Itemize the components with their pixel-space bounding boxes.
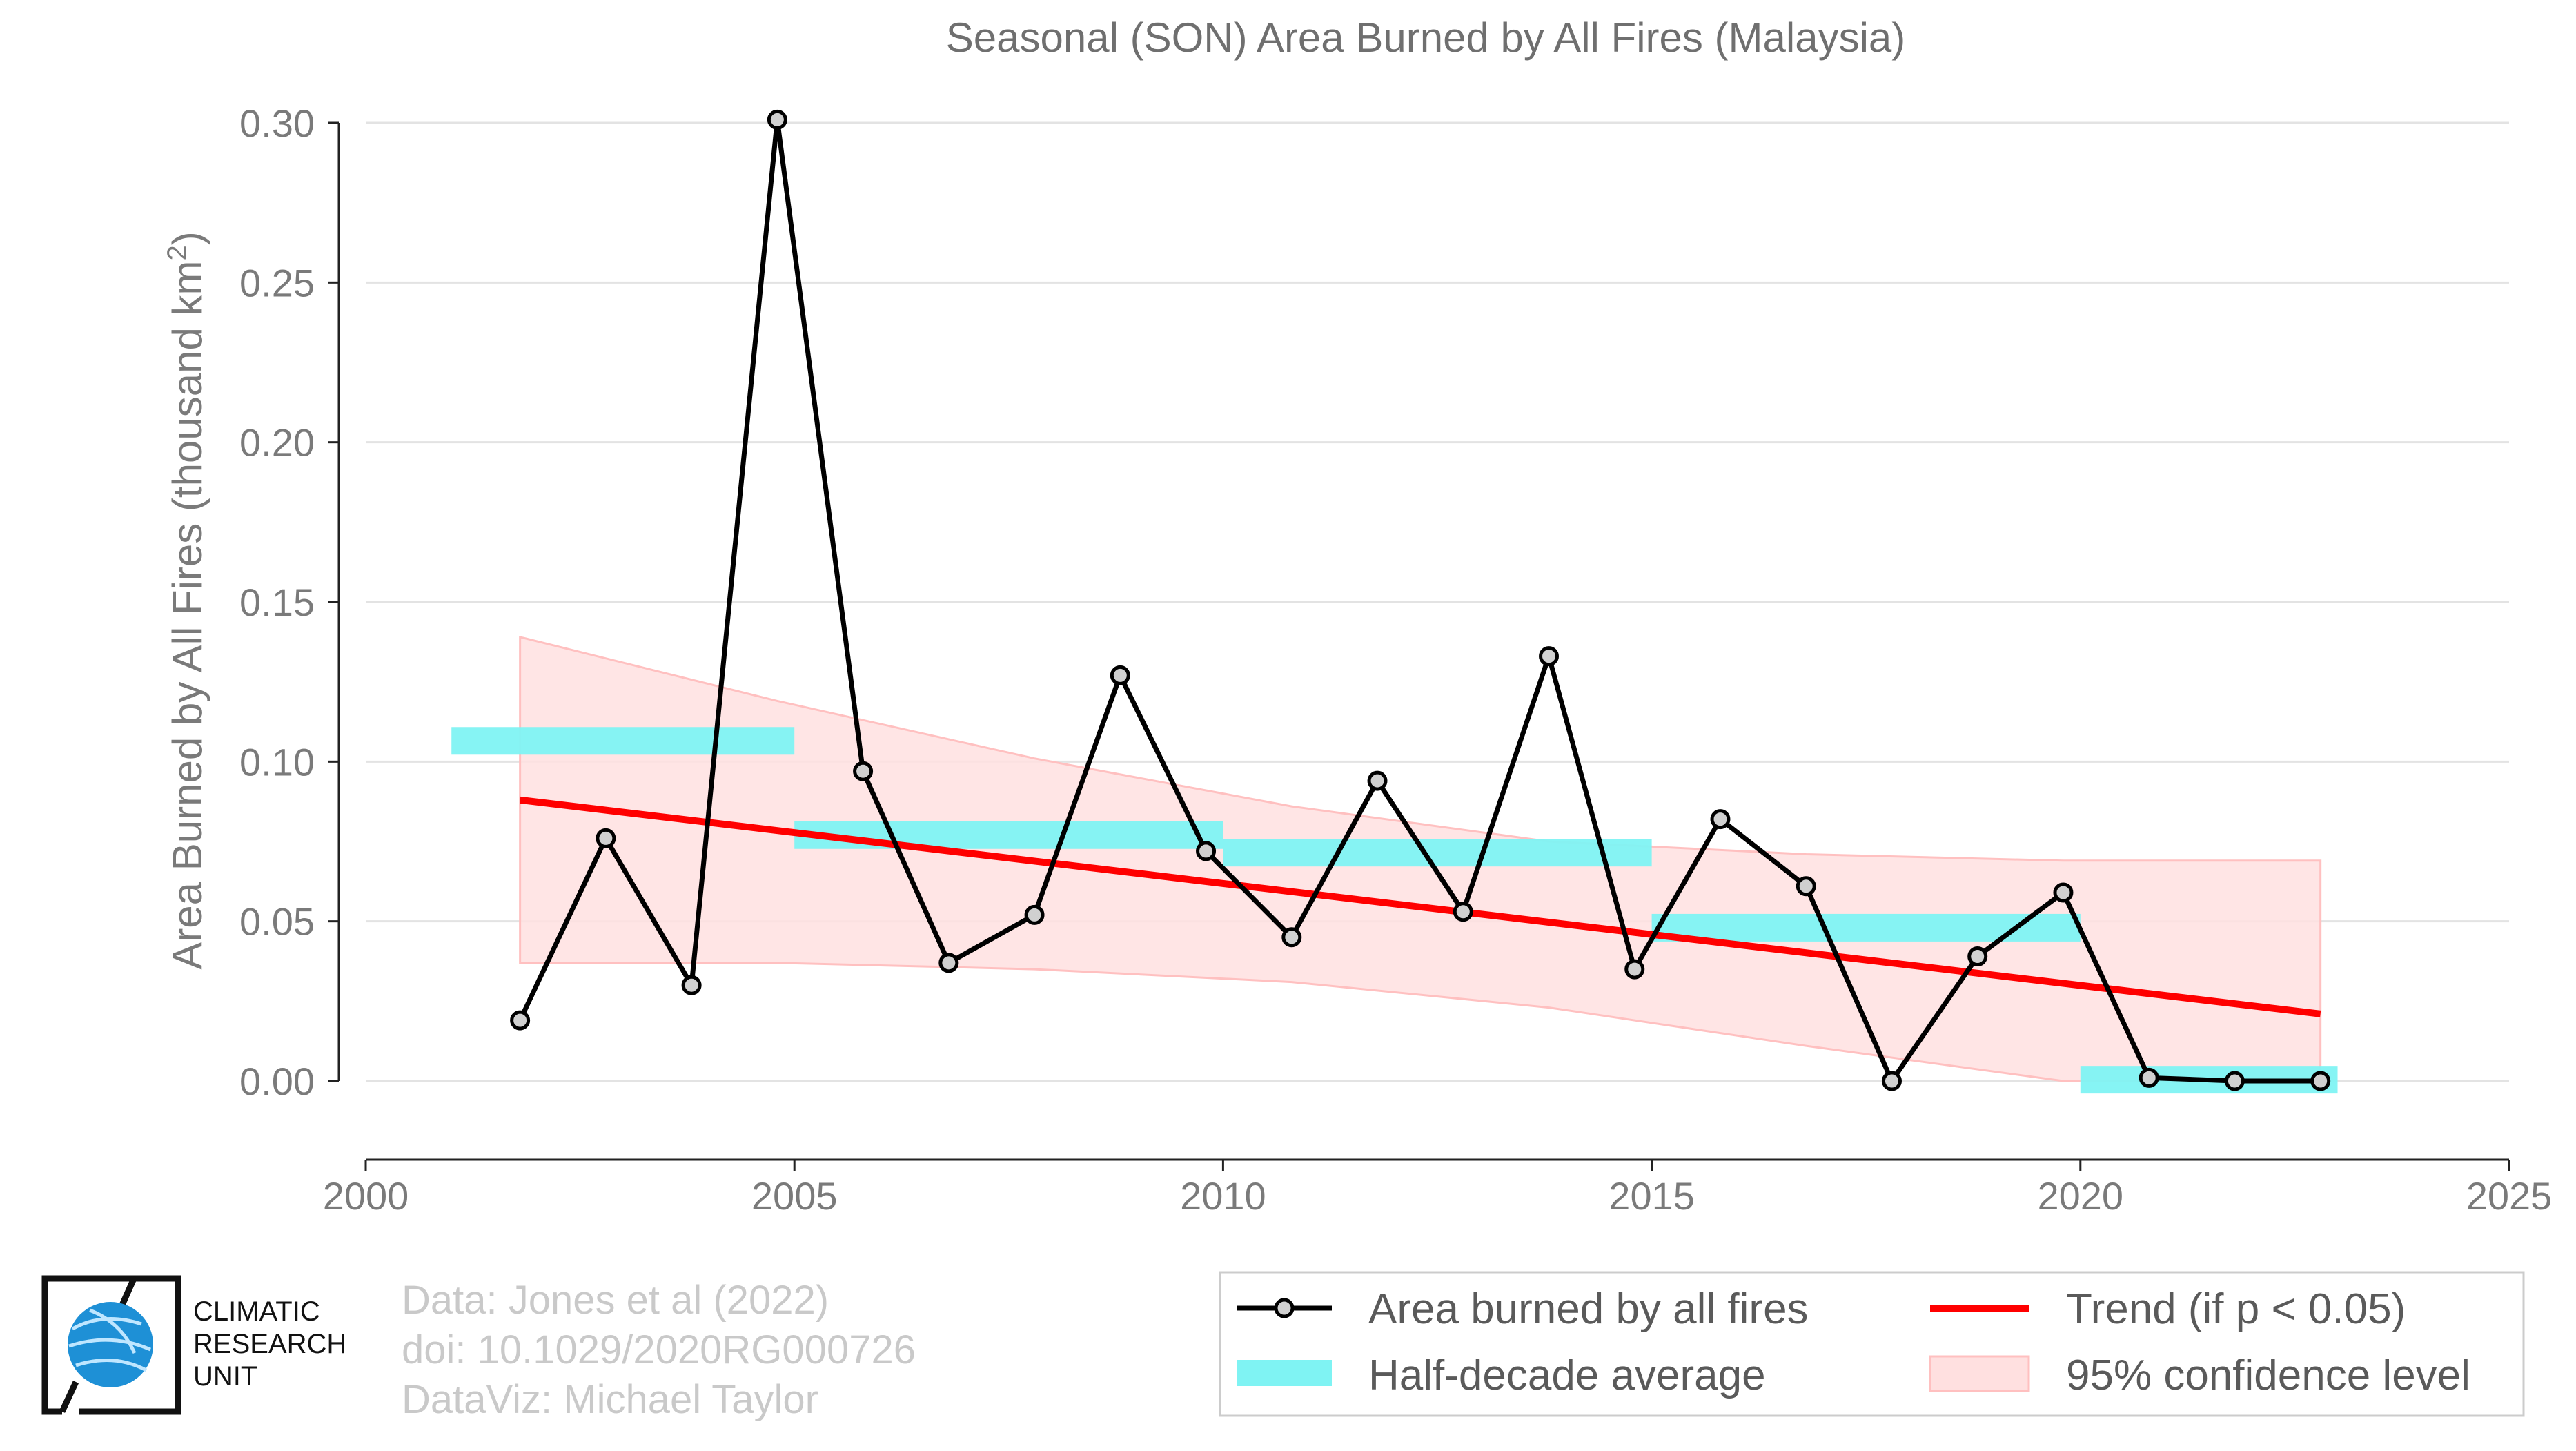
- y-tick-label: 0.30: [239, 101, 315, 145]
- data-point: [767, 109, 787, 130]
- y-tick-label: 0.00: [239, 1060, 315, 1103]
- credit-dataviz: DataViz: Michael Taylor: [402, 1377, 818, 1422]
- logo-line-2: RESEARCH: [193, 1329, 346, 1359]
- legend-trend-label: Trend (if p < 0.05): [2066, 1285, 2406, 1333]
- y-tick-label: 0.05: [239, 900, 315, 944]
- data-point: [1881, 1071, 1902, 1091]
- legend-average-label: Half-decade average: [1368, 1352, 1766, 1399]
- series-layer: [510, 109, 2331, 1091]
- data-point: [2310, 1071, 2331, 1091]
- data-point: [2224, 1071, 2245, 1091]
- x-tick-label: 2000: [323, 1174, 409, 1218]
- logo-line-1: CLIMATIC: [193, 1296, 320, 1327]
- x-tick-label: 2025: [2466, 1174, 2553, 1218]
- x-tick-label: 2005: [751, 1174, 838, 1218]
- globe-swirl: [68, 1308, 151, 1372]
- x-ticks: 2000 2005 2010 2015 2020 2025: [323, 1160, 2553, 1218]
- legend-confidence-patch-icon: [1929, 1355, 2030, 1392]
- data-point: [938, 953, 959, 973]
- y-axis-label-close: ): [164, 231, 210, 245]
- y-tick-label: 0.20: [239, 421, 315, 465]
- data-point: [853, 761, 874, 781]
- data-point: [1281, 927, 1302, 948]
- data-point: [1710, 809, 1731, 830]
- data-point: [1539, 646, 1560, 667]
- logo-slash: [59, 1276, 138, 1413]
- credit-doi: doi: 10.1029/2020RG000726: [402, 1327, 916, 1372]
- legend-confidence-label: 95% confidence level: [2066, 1352, 2470, 1399]
- data-point: [1196, 841, 1217, 861]
- data-point: [1624, 959, 1645, 980]
- logo-bracket-right: [79, 1275, 181, 1415]
- legend: Area burned by all fires Trend (if p < 0…: [1219, 1271, 2525, 1417]
- x-tick-label: 2020: [2038, 1174, 2124, 1218]
- trend-layer: [520, 796, 2321, 1017]
- legend-series-label: Area burned by all fires: [1368, 1285, 1809, 1333]
- data-point: [1024, 904, 1045, 925]
- data-point: [681, 975, 702, 995]
- chart-title: Seasonal (SON) Area Burned by All Fires …: [946, 14, 1906, 61]
- data-point: [510, 1010, 531, 1031]
- half-decade-average-bar: [451, 727, 795, 755]
- cru-logo: CLIMATIC RESEARCH UNIT: [41, 1275, 346, 1415]
- y-axis-label: Area Burned by All Fires (thousand km2): [162, 231, 210, 969]
- credit-data: Data: Jones et al (2022): [402, 1278, 829, 1323]
- x-tick-label: 2015: [1609, 1174, 1695, 1218]
- data-point: [1367, 770, 1388, 791]
- logo-line-3: UNIT: [193, 1361, 257, 1392]
- half-decade-average-bar: [794, 821, 1223, 849]
- data-point: [1110, 665, 1130, 685]
- x-tick-label: 2010: [1180, 1174, 1266, 1218]
- legend-series-marker-icon: [1274, 1298, 1295, 1318]
- trend-line: [520, 796, 2321, 1017]
- y-tick-label: 0.25: [239, 261, 315, 304]
- data-point: [2139, 1067, 2159, 1088]
- half-decade-average-bar: [1223, 839, 1652, 867]
- data-point: [1796, 876, 1816, 897]
- data-point: [1453, 902, 1473, 922]
- y-axis-label-superscript: 2: [162, 245, 193, 260]
- series-line: [518, 117, 2321, 1084]
- y-tick-label: 0.15: [239, 581, 315, 624]
- data-point: [2053, 882, 2074, 903]
- y-tick-label: 0.10: [239, 740, 315, 783]
- half-decade-average-bar: [1651, 913, 2081, 942]
- legend-average-patch-icon: [1237, 1360, 1332, 1386]
- data-point: [596, 828, 616, 848]
- legend-box: [1219, 1271, 2525, 1417]
- y-ticks: 0.00 0.05 0.10 0.15 0.20 0.25 0.30: [239, 101, 339, 1103]
- data-point: [1967, 946, 1988, 967]
- logo-bracket-left: [41, 1275, 135, 1415]
